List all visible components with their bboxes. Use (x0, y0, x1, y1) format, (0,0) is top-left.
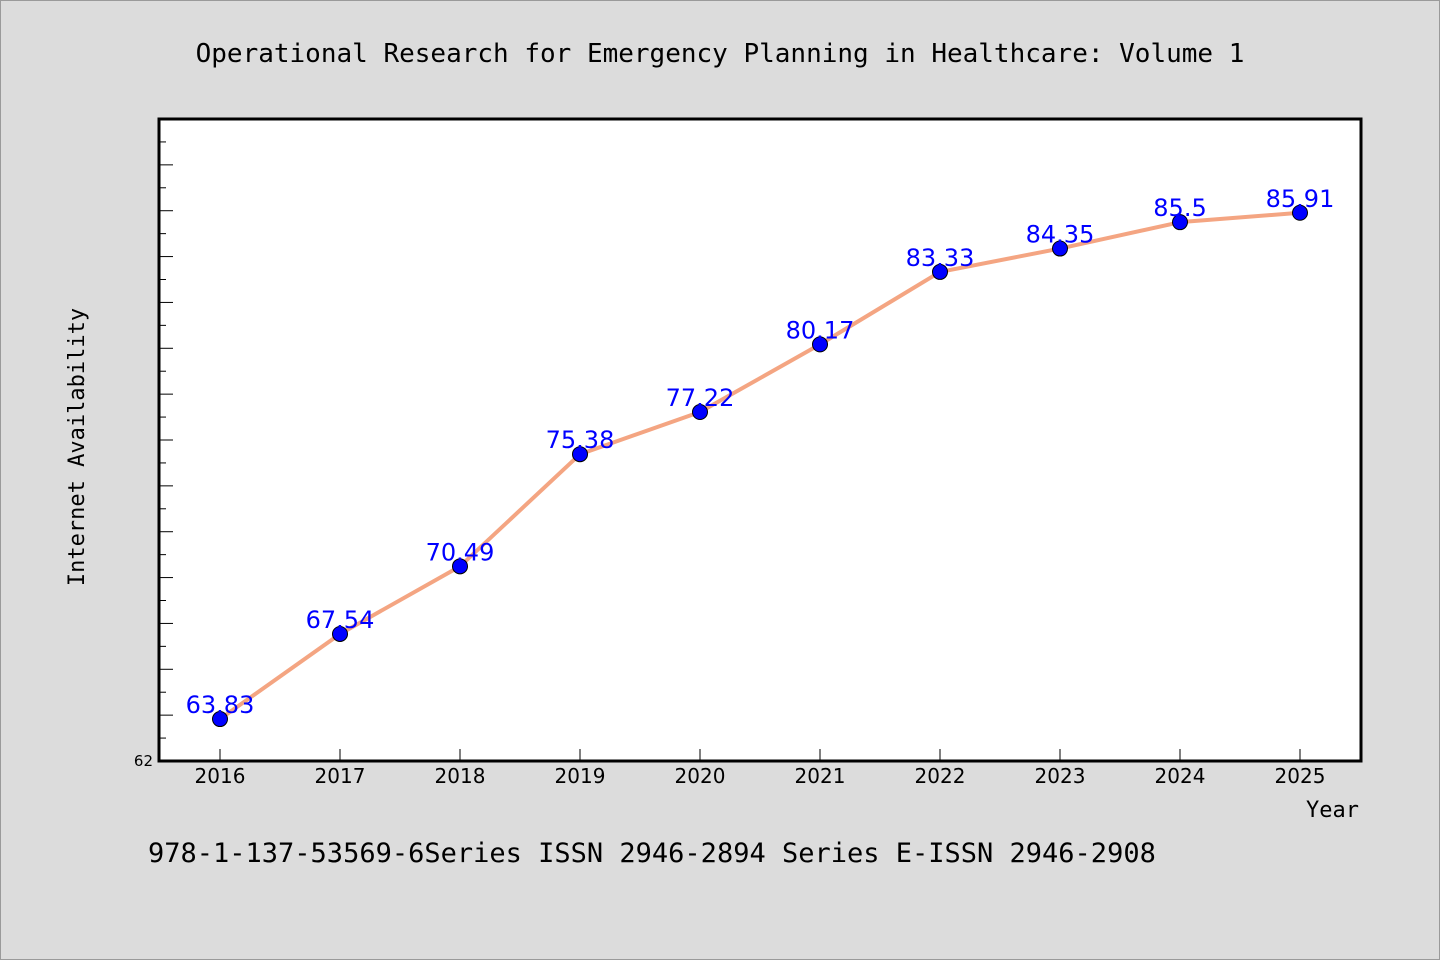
data-label: 83.33 (906, 244, 975, 272)
x-tick-label: 2023 (1035, 764, 1086, 788)
x-axis-ticks (219, 749, 1301, 761)
series-markers (212, 204, 1308, 728)
data-point (212, 711, 228, 728)
x-tick-label: 2021 (795, 764, 846, 788)
data-point (452, 558, 468, 575)
series-line (218, 210, 1302, 722)
data-label: 67.54 (306, 606, 375, 634)
data-label: 63.83 (186, 691, 255, 719)
data-point (572, 446, 588, 463)
x-axis-label: Year (1306, 798, 1359, 823)
x-tick-label: 2016 (195, 764, 246, 788)
x-tick-label: 2022 (915, 764, 966, 788)
data-label: 80.17 (786, 316, 855, 344)
data-label: 70.49 (426, 538, 495, 566)
data-label: 75.38 (546, 426, 615, 454)
x-tick-label: 2020 (675, 764, 726, 788)
x-tick-label: 2025 (1275, 764, 1326, 788)
data-point (932, 263, 948, 280)
data-point (692, 404, 708, 421)
data-point (1172, 214, 1188, 231)
data-label: 77.22 (666, 384, 735, 412)
y-tick-label: 62 (134, 752, 153, 770)
footer-isbn-issn: 978-1-137-53569-6Series ISSN 2946-2894 S… (148, 838, 1156, 869)
data-point (1052, 240, 1068, 257)
chart-title: Operational Research for Emergency Plann… (196, 39, 1245, 69)
x-tick-label: 2017 (315, 764, 366, 788)
data-label: 85.91 (1266, 185, 1335, 213)
x-tick-labels: 2016 2017 2018 2019 2020 2021 2022 2023 2024 2025 (195, 764, 1326, 788)
y-axis-label: Internet Availability (65, 308, 90, 586)
data-labels: 63.83 67.54 70.49 75.38 77.22 80.17 83.33 84.35… (186, 185, 1335, 719)
data-point (812, 336, 828, 353)
x-tick-label: 2019 (555, 764, 606, 788)
x-tick-label: 2018 (435, 764, 486, 788)
data-label: 84.35 (1026, 221, 1095, 249)
data-point (332, 625, 348, 642)
data-point (1292, 204, 1308, 221)
y-axis-ticks (159, 118, 173, 762)
x-tick-label: 2024 (1155, 764, 1206, 788)
data-label: 85.5 (1153, 194, 1206, 222)
